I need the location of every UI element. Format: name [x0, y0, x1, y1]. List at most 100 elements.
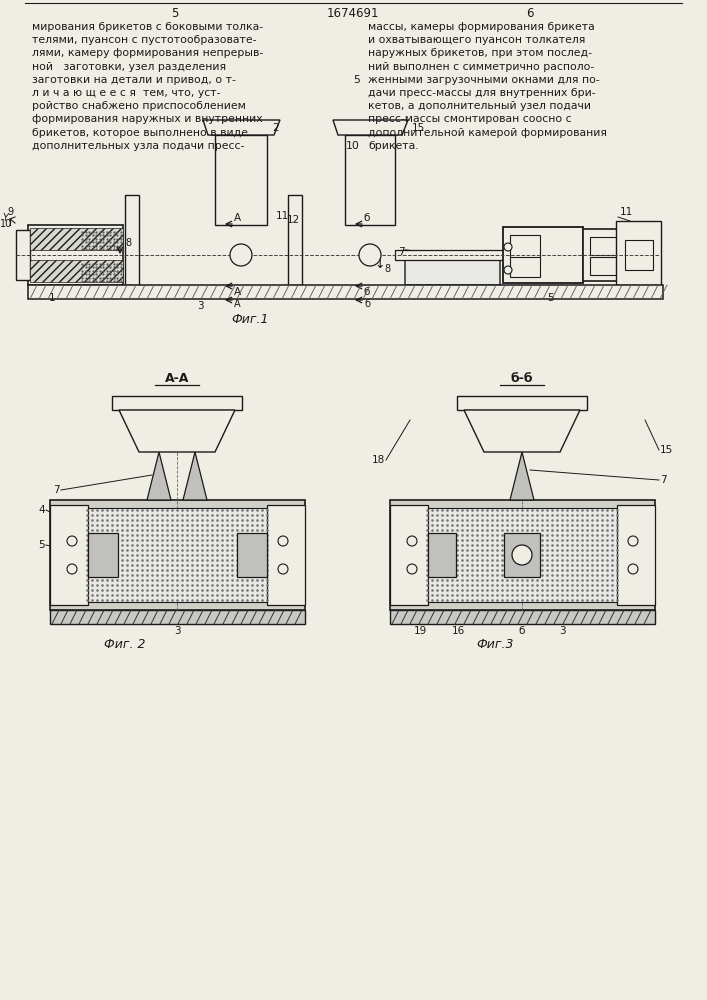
Text: A: A [233, 213, 240, 223]
Text: и охватывающего пуансон толкателя: и охватывающего пуансон толкателя [368, 35, 585, 45]
Text: A: A [233, 287, 240, 297]
Text: 3: 3 [174, 626, 180, 636]
Bar [28, 285, 663, 299]
Bar [237, 533, 267, 577]
Text: наружных брикетов, при этом послед-: наружных брикетов, при этом послед- [368, 48, 592, 58]
Bar [617, 505, 655, 605]
Text: дополнительных узла подачи пресс-: дополнительных узла подачи пресс- [32, 141, 245, 151]
Text: 5: 5 [353, 75, 360, 85]
Bar [50, 505, 88, 605]
Bar [88, 533, 118, 577]
Circle shape [67, 536, 77, 546]
Bar [583, 229, 658, 281]
Text: 7: 7 [398, 247, 404, 257]
Text: 7: 7 [53, 485, 60, 495]
Polygon shape [405, 250, 500, 285]
Text: ройство снабжено приспособлением: ройство снабжено приспособлением [32, 101, 246, 111]
Bar [510, 255, 540, 277]
Text: б-б: б-б [510, 372, 533, 385]
Text: пресс-массы смонтирован соосно с: пресс-массы смонтирован соосно с [368, 114, 572, 124]
Text: 9: 9 [7, 207, 13, 217]
Bar [215, 135, 267, 225]
Text: 11: 11 [620, 207, 633, 217]
Bar [390, 500, 655, 610]
Text: 15: 15 [660, 445, 673, 455]
Text: 18: 18 [372, 455, 385, 465]
Text: лями, камеру формирования непрерыв-: лями, камеру формирования непрерыв- [32, 48, 263, 58]
Bar [125, 195, 139, 285]
Circle shape [504, 266, 512, 274]
Text: кетов, а дополнительный узел подачи: кетов, а дополнительный узел подачи [368, 101, 591, 111]
Text: б: б [364, 287, 370, 297]
Circle shape [230, 244, 252, 266]
Text: дополнительной камерой формирования: дополнительной камерой формирования [368, 128, 607, 138]
Text: ной   заготовки, узел разделения: ной заготовки, узел разделения [32, 62, 226, 72]
Text: 4: 4 [38, 505, 45, 515]
Text: 10: 10 [0, 219, 12, 229]
Bar [504, 533, 540, 577]
Text: 5: 5 [171, 7, 179, 20]
Text: 15: 15 [412, 123, 425, 133]
Circle shape [278, 536, 288, 546]
Text: женными загрузочными окнами для по-: женными загрузочными окнами для по- [368, 75, 600, 85]
Text: 16: 16 [451, 626, 464, 636]
Text: 10: 10 [346, 141, 360, 151]
Bar [30, 260, 123, 282]
Bar [267, 505, 305, 605]
Text: 2: 2 [272, 123, 279, 133]
Text: A: A [234, 299, 240, 309]
Bar [395, 250, 505, 260]
Text: дачи пресс-массы для внутренних бри-: дачи пресс-массы для внутренних бри- [368, 88, 595, 98]
Polygon shape [203, 120, 280, 135]
Polygon shape [183, 452, 207, 500]
Bar [390, 610, 655, 624]
Text: б: б [364, 213, 370, 223]
Circle shape [278, 564, 288, 574]
Text: формирования наружных и внутренних: формирования наружных и внутренних [32, 114, 262, 124]
Bar [390, 505, 428, 605]
Text: 11: 11 [276, 211, 289, 221]
Text: 8: 8 [125, 238, 131, 248]
Circle shape [628, 564, 638, 574]
Text: 5: 5 [547, 293, 554, 303]
Bar [625, 240, 653, 270]
Text: заготовки на детали и привод, о т-: заготовки на детали и привод, о т- [32, 75, 236, 85]
Bar [503, 227, 583, 283]
Bar [30, 228, 123, 250]
Text: 7: 7 [660, 475, 667, 485]
Text: брикета.: брикета. [368, 141, 419, 151]
Text: А-А: А-А [165, 372, 189, 385]
Text: телями, пуансон с пустотообразовате-: телями, пуансон с пустотообразовате- [32, 35, 257, 45]
Text: 6: 6 [526, 7, 534, 20]
Circle shape [512, 545, 532, 565]
Bar [50, 500, 305, 610]
Bar [616, 221, 661, 285]
Circle shape [628, 536, 638, 546]
Bar [288, 195, 302, 285]
Text: 8: 8 [384, 264, 390, 274]
Text: 1674691: 1674691 [327, 7, 379, 20]
Text: 1: 1 [49, 293, 55, 303]
Circle shape [407, 536, 417, 546]
Bar [590, 237, 650, 255]
Bar [50, 610, 305, 624]
Text: 3: 3 [197, 301, 204, 311]
Circle shape [504, 243, 512, 251]
Bar [345, 135, 395, 225]
Text: б: б [364, 299, 370, 309]
Polygon shape [464, 410, 580, 452]
Bar [28, 225, 123, 285]
Text: 19: 19 [414, 626, 426, 636]
Text: брикетов, которое выполнено в виде: брикетов, которое выполнено в виде [32, 128, 248, 138]
Bar [16, 230, 30, 280]
Text: л и ч а ю щ е е с я  тем, что, уст-: л и ч а ю щ е е с я тем, что, уст- [32, 88, 221, 98]
Polygon shape [510, 452, 534, 500]
Text: ний выполнен с симметрично располо-: ний выполнен с симметрично располо- [368, 62, 595, 72]
Bar [85, 508, 270, 602]
Text: 3: 3 [559, 626, 566, 636]
Bar [428, 533, 456, 577]
Circle shape [407, 564, 417, 574]
Bar [457, 396, 587, 410]
Bar [425, 508, 620, 602]
Polygon shape [147, 452, 171, 500]
